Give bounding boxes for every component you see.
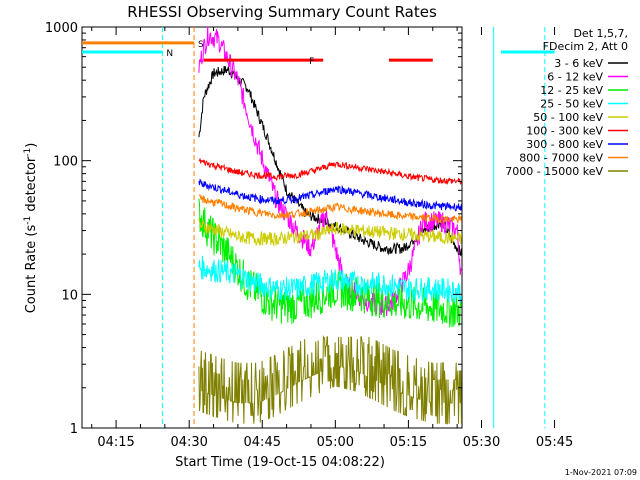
series-line	[198, 334, 462, 425]
x-tick-label: 04:45	[244, 435, 281, 450]
flag-label: N	[166, 49, 173, 59]
y-tick-label: 1	[70, 422, 78, 437]
axis-ticks: 04:15 04:30 04:45 05:00 05:15 05:30 05:45 1 10 10…	[45, 21, 573, 450]
vertical-markers	[161, 27, 546, 428]
x-tick-label: 04:15	[97, 435, 134, 450]
series-line	[198, 178, 462, 212]
legend-label: 800 - 7000 keV	[519, 152, 603, 165]
legend-label: 25 - 50 keV	[540, 98, 603, 111]
y-axis-label: Count Rate (s-1 detector-1)	[23, 143, 39, 314]
x-tick-label: 05:45	[536, 435, 573, 450]
legend-label: 7000 - 15000 keV	[505, 165, 603, 178]
series-line	[198, 194, 462, 225]
series-line	[198, 26, 462, 317]
y-tick-label: 100	[53, 155, 78, 170]
series-line	[198, 255, 462, 304]
series-line	[198, 158, 462, 186]
chart-title: RHESSI Observing Summary Count Rates	[127, 3, 437, 21]
legend-header: FDecim 2, Att 0	[543, 40, 628, 53]
y-tick-label: 10	[61, 288, 78, 303]
x-tick-label: 05:15	[390, 435, 427, 450]
flag-lines: S N F	[82, 40, 555, 67]
series-lines	[198, 26, 462, 425]
legend-label: 50 - 100 keV	[533, 111, 603, 124]
x-axis-label: Start Time (19-Oct-15 04:08:22)	[175, 455, 385, 470]
x-tick-label: 04:30	[170, 435, 207, 450]
series-line	[198, 218, 462, 248]
x-tick-label: 05:00	[317, 435, 354, 450]
legend-label: 6 - 12 keV	[547, 71, 603, 84]
footer-timestamp: 1-Nov-2021 07:09	[565, 468, 637, 477]
flag-label: S	[198, 40, 204, 50]
y-tick-label: 1000	[45, 21, 78, 36]
plot-frame	[81, 26, 463, 429]
legend-label: 100 - 300 keV	[526, 125, 603, 138]
legend-label: 3 - 6 keV	[554, 57, 603, 70]
flag-label: F	[309, 57, 314, 67]
legend-label: 300 - 800 keV	[526, 138, 603, 151]
legend-label: 12 - 25 keV	[540, 84, 603, 97]
legend-header: Det 1,5,7,	[573, 27, 628, 40]
x-tick-label: 05:30	[463, 435, 500, 450]
